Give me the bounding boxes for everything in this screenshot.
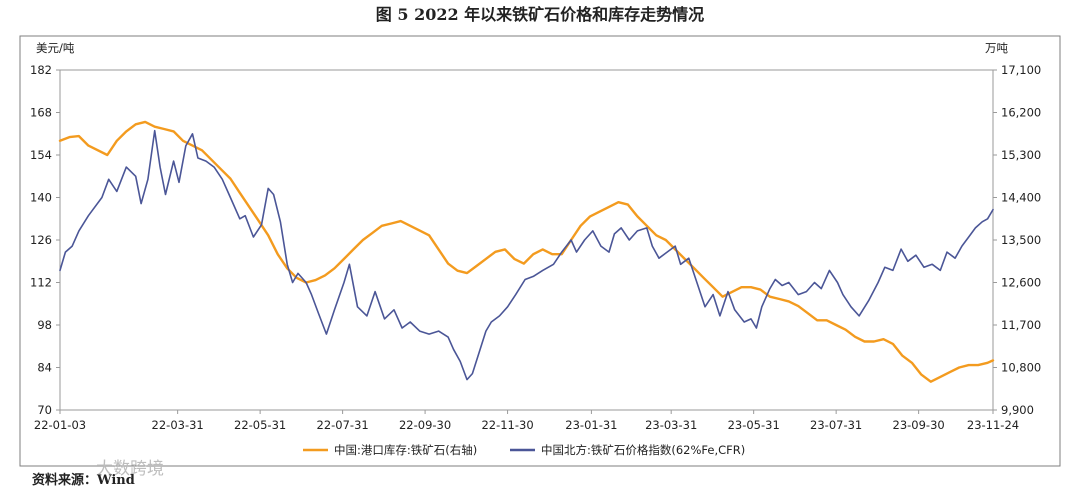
x-tick-label: 23-11-24 (967, 418, 1019, 432)
x-tick-label: 22-07-31 (317, 418, 369, 432)
left-tick-label: 112 (30, 276, 52, 290)
x-tick-label: 22-11-30 (481, 418, 533, 432)
x-tick-label: 23-01-31 (565, 418, 617, 432)
watermark: 大数跨境 (96, 459, 164, 479)
x-tick-label: 22-05-31 (234, 418, 286, 432)
x-tick-label: 23-05-31 (728, 418, 780, 432)
right-axis: 9,900 10,800 11,700 12,600 13,500 14,400 15,30… (993, 63, 1041, 417)
x-axis: 22-01-03 22-03-31 22-05-31 22-07-31 22-09-30… (34, 410, 1019, 432)
left-tick-label: 182 (30, 63, 52, 77)
right-tick-label: 9,900 (1001, 403, 1034, 417)
legend-label-inventory: 中国:港口库存:铁矿石(右轴) (334, 443, 477, 457)
legend: 中国:港口库存:铁矿石(右轴) 中国北方:铁矿石价格指数(62%Fe,CFR) (303, 443, 745, 457)
left-tick-label: 84 (37, 361, 52, 375)
source-note: 资料来源：Wind (32, 472, 135, 488)
left-tick-label: 70 (37, 403, 52, 417)
right-tick-label: 13,500 (1001, 233, 1041, 247)
x-tick-label: 22-03-31 (152, 418, 204, 432)
right-tick-label: 10,800 (1001, 361, 1041, 375)
x-tick-label: 23-09-30 (893, 418, 945, 432)
left-tick-label: 98 (37, 318, 52, 332)
series-line-port-inventory (58, 120, 995, 383)
figure-title: 图 5 2022 年以来铁矿石价格和库存走势情况 (376, 5, 704, 24)
x-tick-label: 23-03-31 (645, 418, 697, 432)
right-tick-label: 17,100 (1001, 63, 1041, 77)
right-tick-label: 11,700 (1001, 318, 1041, 332)
x-tick-label: 22-01-03 (34, 418, 86, 432)
left-axis-unit: 美元/吨 (36, 41, 75, 55)
left-axis: 70 84 98 112 126 140 154 168 182 (30, 63, 60, 417)
plot-area (59, 69, 994, 411)
right-tick-label: 14,400 (1001, 191, 1041, 205)
series-layer (58, 120, 995, 383)
right-axis-unit: 万吨 (985, 41, 1008, 55)
x-tick-label: 22-09-30 (399, 418, 451, 432)
left-tick-label: 140 (30, 191, 52, 205)
left-tick-label: 168 (30, 106, 52, 120)
left-tick-label: 154 (30, 148, 52, 162)
legend-label-price: 中国北方:铁矿石价格指数(62%Fe,CFR) (541, 443, 745, 457)
series-line-iron-ore-price (59, 129, 994, 381)
x-tick-label: 23-07-31 (810, 418, 862, 432)
right-tick-label: 15,300 (1001, 148, 1041, 162)
right-tick-label: 16,200 (1001, 106, 1041, 120)
right-tick-label: 12,600 (1001, 276, 1041, 290)
chart-frame (19, 35, 1061, 467)
left-tick-label: 126 (30, 233, 52, 247)
